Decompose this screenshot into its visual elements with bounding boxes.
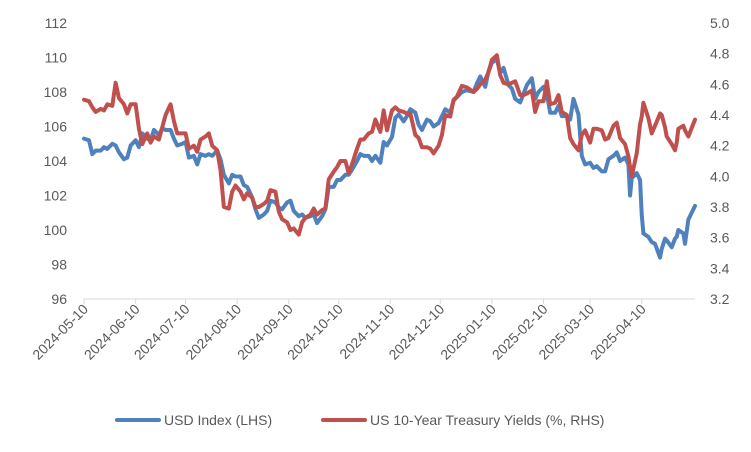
y-left-tick-label: 106 (44, 119, 68, 135)
legend-label: USD Index (LHS) (164, 412, 272, 428)
y-right-tick-label: 4.8 (710, 46, 730, 62)
y-left-tick-label: 104 (44, 153, 68, 169)
legend: USD Index (LHS) US 10-Year Treasury Yield… (115, 412, 604, 428)
x-tick-label: 2025-04-10 (587, 301, 649, 363)
y-right-tick-label: 4.4 (710, 107, 730, 123)
y-right-tick-label: 3.2 (710, 291, 730, 307)
y-right-tick-label: 4.0 (710, 168, 730, 184)
y-left-tick-label: 108 (44, 84, 68, 100)
treasury-yield-line (82, 53, 697, 237)
y-left-tick-label: 102 (44, 188, 68, 204)
legend-item-treasury-yield: US 10-Year Treasury Yields (%, RHS) (321, 412, 604, 428)
y-left-tick-label: 110 (45, 50, 68, 66)
y-left-tick-label: 112 (45, 15, 68, 31)
usd-index-line (82, 57, 697, 260)
legend-label: US 10-Year Treasury Yields (%, RHS) (370, 412, 604, 428)
y-left-tick-label: 98 (51, 257, 67, 273)
y-right-tick-label: 3.4 (710, 260, 730, 276)
series-lines (82, 53, 697, 260)
y-right-tick-label: 4.2 (710, 138, 730, 154)
legend-item-usd-index: USD Index (LHS) (115, 412, 272, 428)
y-left-tick-label: 96 (51, 291, 67, 307)
y-right-tick-label: 3.6 (710, 230, 730, 246)
y-right-tick-label: 5.0 (710, 15, 730, 31)
axes: 2024-05-102024-06-102024-07-102024-08-10… (29, 15, 730, 363)
y-right-tick-label: 4.6 (710, 76, 730, 92)
y-right-tick-label: 3.8 (710, 199, 730, 215)
y-left-tick-label: 100 (44, 222, 68, 238)
